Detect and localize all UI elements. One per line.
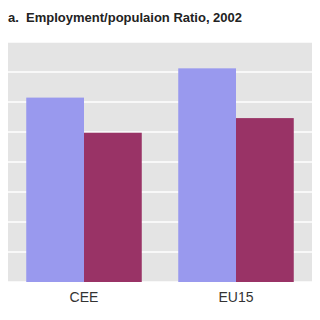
grid-line: [8, 71, 312, 73]
x-tick-label: EU15: [218, 289, 253, 305]
bars: [26, 68, 294, 282]
bar: [26, 98, 84, 282]
chart: a. Employment/populaion Ratio, 2002 CEE EU…: [0, 0, 320, 320]
bar: [178, 68, 236, 282]
bar: [84, 133, 142, 282]
title: a. Employment/populaion Ratio, 2002: [8, 10, 242, 25]
plot-background: [8, 42, 312, 282]
x-tick-label: CEE: [70, 289, 99, 305]
grid-line: [8, 41, 312, 43]
bar: [236, 118, 294, 282]
grid: [8, 42, 312, 282]
